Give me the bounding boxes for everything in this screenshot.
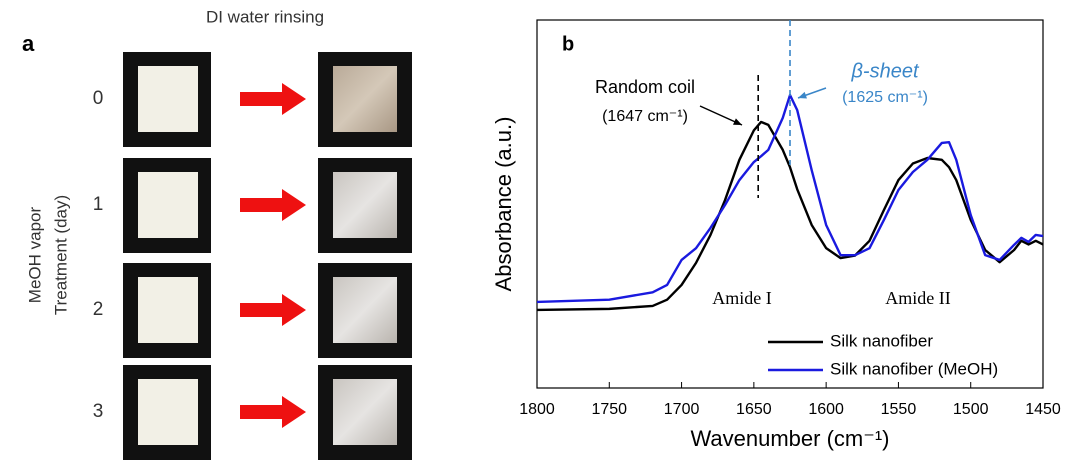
peak-position: (1625 cm⁻¹) — [842, 89, 928, 106]
band-label: Amide I — [712, 288, 771, 308]
chart: b 1800 1750 1700 1650 1600 1550 1500 1450 Wavenum… — [491, 19, 1061, 451]
row-label: 2 — [93, 299, 104, 320]
arrow — [240, 83, 306, 115]
row-label: 3 — [93, 401, 104, 422]
sample-after — [333, 277, 397, 343]
panel-title: DI water rinsing — [206, 7, 324, 26]
legend-label: Silk nanofiber (MeOH) — [830, 359, 998, 378]
arrow-head — [798, 91, 807, 99]
x-tick-label: 1450 — [1025, 401, 1061, 418]
axis-label: Treatment (day) — [51, 195, 70, 315]
series-line — [536, 93, 1044, 304]
x-tick-label: 1800 — [519, 401, 555, 418]
x-tick-label: 1600 — [808, 401, 844, 418]
series-line — [536, 120, 1044, 312]
arrow — [240, 189, 306, 221]
sample-before — [138, 172, 198, 238]
peak-label: β-sheet — [850, 60, 919, 82]
peak-position: (1647 cm⁻¹) — [602, 108, 688, 125]
band-label: Amide II — [885, 288, 950, 308]
sample-before — [138, 379, 198, 445]
sample-before — [138, 277, 198, 343]
x-tick-label: 1650 — [736, 401, 772, 418]
x-tick-label: 1550 — [881, 401, 917, 418]
arrow — [240, 396, 306, 428]
sample-after — [333, 172, 397, 238]
legend-label: Silk nanofiber — [830, 331, 933, 350]
y-axis-label: Absorbance (a.u.) — [491, 117, 516, 292]
row-label: 1 — [93, 194, 104, 215]
peak-label: Random coil — [595, 77, 695, 97]
x-tick-label: 1750 — [591, 401, 627, 418]
axis-label: MeOH vapor — [25, 206, 44, 303]
sample-before — [138, 66, 198, 132]
sample-after — [333, 66, 397, 132]
panel-label: b — [562, 33, 574, 55]
arrow-head — [733, 118, 742, 125]
arrow — [240, 294, 306, 326]
panel-label: a — [22, 31, 35, 56]
x-tick-label: 1500 — [953, 401, 989, 418]
x-axis-label: Wavenumber (cm⁻¹) — [690, 426, 889, 451]
x-tick-label: 1700 — [664, 401, 700, 418]
sample-after — [333, 379, 397, 445]
row-label: 0 — [93, 88, 104, 109]
photo-grid: 0 1 2 3 — [93, 52, 412, 460]
